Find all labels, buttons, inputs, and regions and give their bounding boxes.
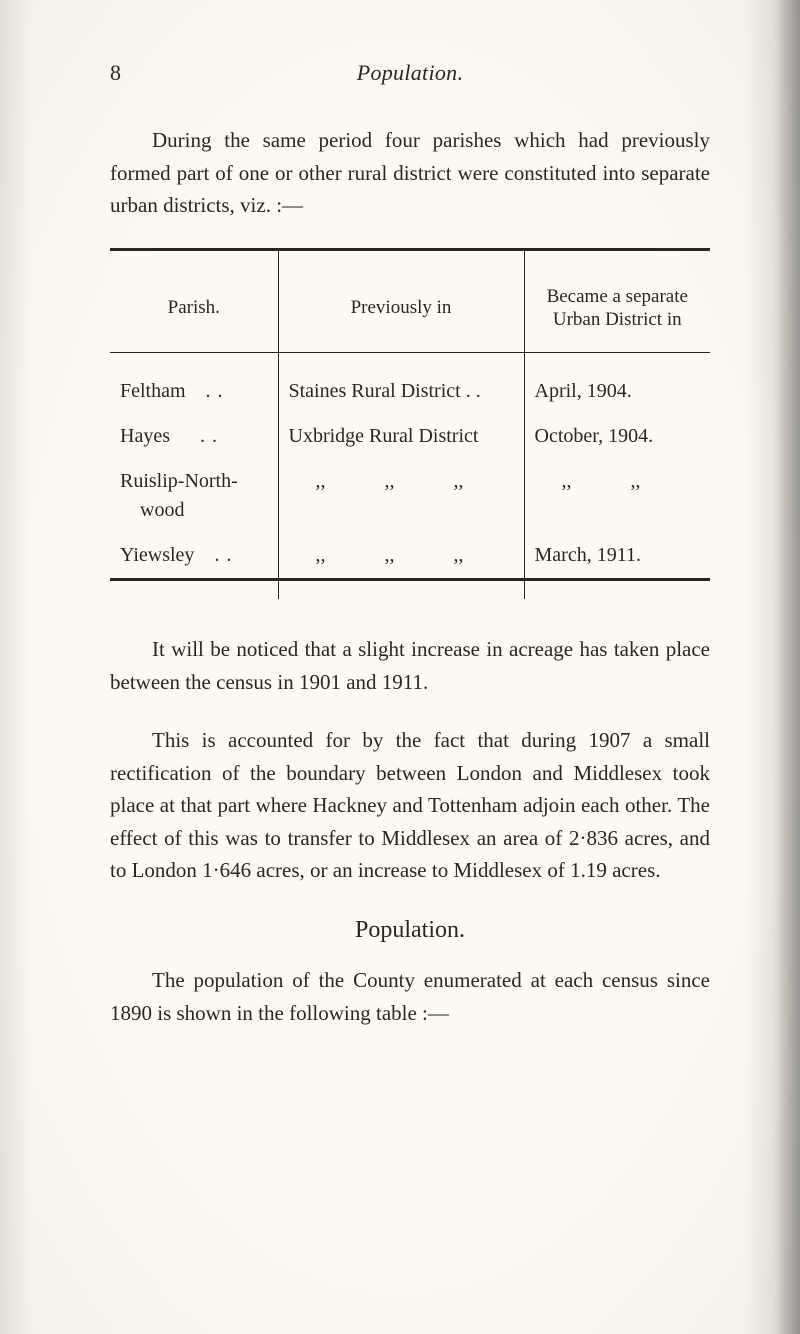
parish-name: Hayes	[120, 425, 170, 447]
paragraph-1: During the same period four parishes whi…	[110, 124, 710, 222]
table-row: Yiewsley . . ,, ,, ,, March, 1911.	[110, 533, 710, 580]
paragraph-4: The population of the County enumerated …	[110, 964, 710, 1029]
cell-previously: Staines Rural District . .	[278, 369, 524, 414]
parish-table-wrap: Parish. Previously in Became a separate …	[110, 248, 710, 600]
running-title: Population.	[110, 60, 710, 86]
cell-parish: Hayes . .	[110, 414, 278, 459]
table-row: Ruislip-North- wood ,, ,, ,, ,, ,,	[110, 459, 710, 533]
ditto-mark: ,,	[378, 467, 402, 496]
table-header-parish: Parish.	[110, 267, 278, 353]
parish-name-line2: wood	[140, 499, 184, 521]
cell-parish: Feltham . .	[110, 369, 278, 414]
cell-became: April, 1904.	[524, 369, 710, 414]
parish-name: Yiewsley	[120, 544, 194, 566]
cell-previously: Uxbridge Rural District	[278, 414, 524, 459]
table-row: Feltham . . Staines Rural District . . A…	[110, 369, 710, 414]
leader-dots: . .	[206, 380, 224, 402]
leader-dots: . .	[200, 425, 218, 447]
section-heading-population: Population.	[110, 917, 710, 944]
table-row: Hayes . . Uxbridge Rural District Octobe…	[110, 414, 710, 459]
paragraph-2: It will be noticed that a slight increas…	[110, 633, 710, 698]
cell-parish: Yiewsley . .	[110, 533, 278, 580]
cell-became: March, 1911.	[524, 533, 710, 580]
cell-previously: ,, ,, ,,	[278, 533, 524, 580]
table-header-became-line1: Became a separate	[547, 286, 688, 307]
table-header-became: Became a separate Urban District in	[524, 267, 710, 353]
page-header: 8 Population.	[110, 60, 710, 86]
ditto-mark: ,,	[447, 467, 471, 496]
parish-name-line1: Ruislip-North-	[120, 470, 238, 492]
table-header-became-line2: Urban District in	[553, 309, 682, 330]
ditto-mark: ,,	[624, 467, 648, 496]
cell-parish: Ruislip-North- wood	[110, 459, 278, 533]
parish-table: Parish. Previously in Became a separate …	[110, 248, 710, 600]
cell-became: ,, ,,	[524, 459, 710, 533]
ditto-mark: ,,	[309, 467, 333, 496]
table-header-previously: Previously in	[278, 267, 524, 353]
page: 8 Population. During the same period fou…	[0, 0, 800, 1334]
leader-dots: . .	[214, 544, 232, 566]
ditto-mark: ,,	[447, 541, 471, 570]
cell-previously: ,, ,, ,,	[278, 459, 524, 533]
ditto-mark: ,,	[555, 467, 579, 496]
ditto-mark: ,,	[378, 541, 402, 570]
parish-name: Feltham	[120, 380, 186, 402]
cell-became: October, 1904.	[524, 414, 710, 459]
ditto-mark: ,,	[309, 541, 333, 570]
paragraph-3: This is accounted for by the fact that d…	[110, 724, 710, 887]
